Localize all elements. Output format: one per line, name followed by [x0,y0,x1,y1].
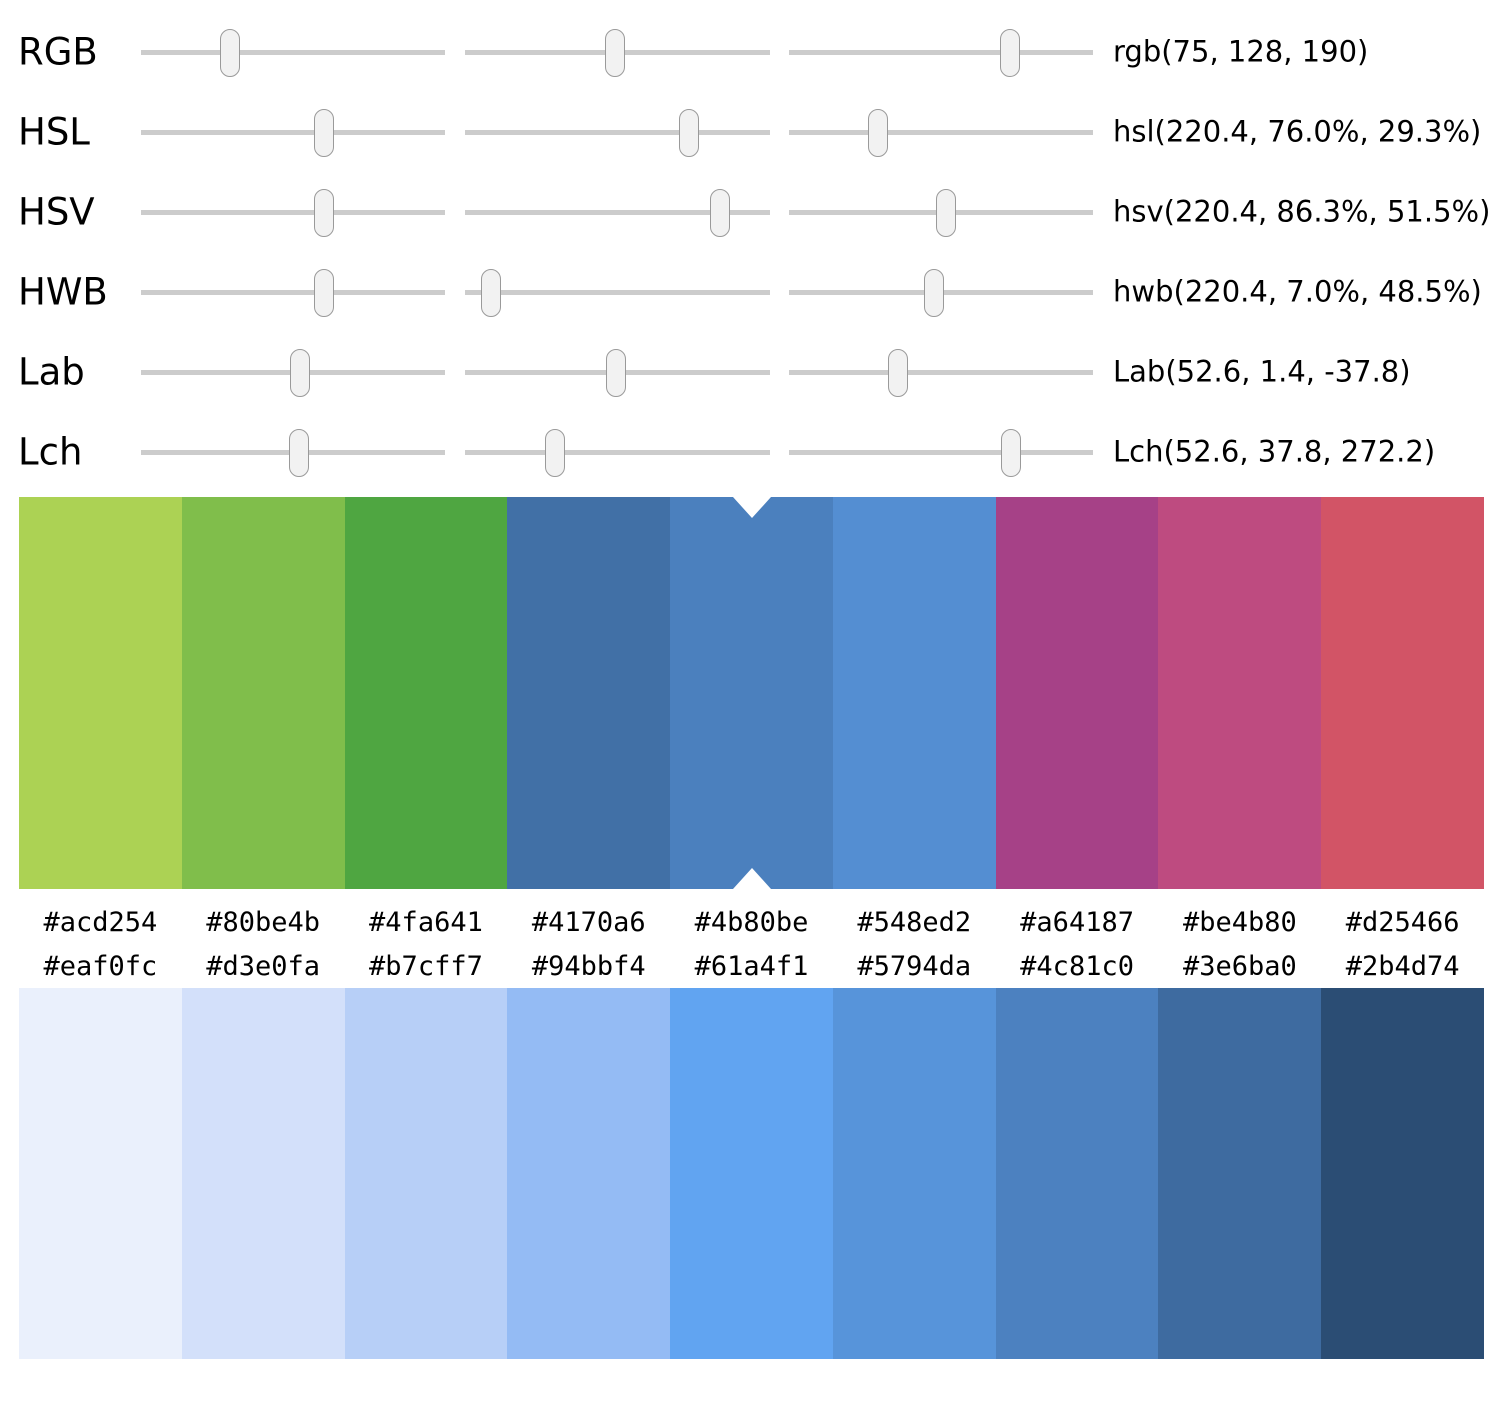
slider-rgb-r[interactable] [141,28,445,77]
slider-row-hsl: HSL hsl(220.4, 76.0%, 29.3%) [0,92,1501,172]
slider-hwb-b[interactable] [789,268,1093,317]
hex-label: #4b80be [694,907,809,938]
slider-thumb-lch-h[interactable] [1000,428,1021,477]
slider-hsl-h[interactable] [141,108,445,157]
hex-label: #a64187 [1020,907,1134,938]
slider-hwb-h[interactable] [141,268,445,317]
slider-rgb-b[interactable] [789,28,1093,77]
hex-label: #acd254 [43,907,158,938]
slider-thumb-hwb-h[interactable] [314,268,334,317]
slider-thumb-hsv-s[interactable] [709,188,730,237]
hex-label: #4c81c0 [1020,951,1134,982]
slider-rgb-g[interactable] [465,28,770,77]
palette-bottom-swatch[interactable] [832,988,996,1359]
mode-label-rgb: RGB [18,30,98,74]
hex-label: #5794da [857,951,972,982]
slider-thumb-hsl-l[interactable] [868,108,889,157]
slider-hwb-w[interactable] [465,268,770,317]
slider-row-rgb: RGB rgb(75, 128, 190) [0,12,1501,92]
slider-lab-L[interactable] [141,348,445,397]
palette-top-swatch[interactable] [344,497,508,889]
palette-top-swatch[interactable] [1158,497,1322,889]
color-model-sliders: RGB rgb(75, 128, 190) HSL hsl(220.4, 76.0%,… [0,0,1501,494]
value-label-lab: Lab(52.6, 1.4, -37.8) [1113,354,1411,389]
slider-hsv-s[interactable] [465,188,770,237]
hex-label: #d3e0fa [206,951,321,982]
slider-thumb-hwb-w[interactable] [481,268,502,317]
hex-label: #b7cff7 [369,951,483,982]
value-label-lch: Lch(52.6, 37.8, 272.2) [1113,434,1436,469]
slider-hsl-l[interactable] [789,108,1093,157]
hex-label: #80be4b [206,907,321,938]
palette-top-swatch[interactable] [1321,497,1485,889]
slider-thumb-rgb-r[interactable] [220,28,241,77]
palette-bottom[interactable] [19,988,1485,1359]
palette-top-swatch[interactable] [670,497,833,889]
slider-thumb-hwb-b[interactable] [924,268,944,317]
slider-thumb-hsv-h[interactable] [314,188,334,237]
mode-label-hwb: HWB [18,270,108,314]
palette-bottom-swatch[interactable] [1158,988,1322,1359]
slider-lch-L[interactable] [141,428,445,477]
palette-bottom-hex-labels: #eaf0fc #d3e0fa #b7cff7 #94bbf4 #61a4f1 #5794… [19,946,1484,988]
palette-top-hex-labels: #acd254 #80be4b #4fa641 #4170a6 #4b80be #548e… [19,902,1484,944]
slider-thumb-hsv-v[interactable] [935,188,956,237]
value-label-hsv: hsv(220.4, 86.3%, 51.5%) [1113,194,1491,229]
hex-label: #2b4d74 [1345,951,1460,982]
hex-label: #d25466 [1345,907,1460,938]
hex-label: #be4b80 [1182,907,1297,938]
value-label-rgb: rgb(75, 128, 190) [1113,34,1369,69]
slider-hsv-v[interactable] [789,188,1093,237]
slider-lab-a[interactable] [465,348,770,397]
slider-thumb-rgb-g[interactable] [605,28,626,77]
palette-bottom-swatch[interactable] [19,988,182,1359]
slider-thumb-lab-L[interactable] [289,348,310,397]
mode-label-lch: Lch [18,430,83,474]
palette-bottom-swatch[interactable] [1321,988,1485,1359]
hex-label: #94bbf4 [531,951,646,982]
slider-row-hsv: HSV hsv(220.4, 86.3%, 51.5%) [0,172,1501,252]
slider-lch-c[interactable] [465,428,770,477]
hex-label: #4fa641 [369,907,483,938]
hex-label: #eaf0fc [43,951,158,982]
palette-top[interactable] [19,497,1485,889]
palette-top-swatch[interactable] [832,497,996,889]
palette-bottom-swatch[interactable] [344,988,508,1359]
selected-marker-down-icon [732,497,771,518]
slider-hsl-s[interactable] [465,108,770,157]
slider-lch-h[interactable] [789,428,1093,477]
hex-label: #61a4f1 [694,951,809,982]
slider-lab-b[interactable] [789,348,1093,397]
hex-label: #4170a6 [531,907,646,938]
mode-label-hsv: HSV [18,190,95,234]
slider-row-hwb: HWB hwb(220.4, 7.0%, 48.5%) [0,252,1501,332]
value-label-hwb: hwb(220.4, 7.0%, 48.5%) [1113,274,1482,309]
slider-thumb-rgb-b[interactable] [1000,28,1020,77]
slider-row-lab: Lab Lab(52.6, 1.4, -37.8) [0,332,1501,412]
slider-thumb-hsl-h[interactable] [314,108,334,157]
slider-hsv-h[interactable] [141,188,445,237]
slider-row-lch: Lch Lch(52.6, 37.8, 272.2) [0,412,1501,492]
palette-top-swatch[interactable] [995,497,1159,889]
palette-top-swatch[interactable] [507,497,671,889]
slider-thumb-lch-c[interactable] [545,428,566,477]
palette-top-swatch[interactable] [181,497,345,889]
palette-bottom-swatch[interactable] [670,988,833,1359]
mode-label-lab: Lab [18,350,85,394]
selected-marker-up-icon [732,868,771,889]
palette-bottom-swatch[interactable] [507,988,671,1359]
palette-bottom-swatch[interactable] [995,988,1159,1359]
hex-label: #548ed2 [857,907,972,938]
value-label-hsl: hsl(220.4, 76.0%, 29.3%) [1113,114,1482,149]
palette-bottom-swatch[interactable] [181,988,345,1359]
slider-thumb-lab-a[interactable] [605,348,626,397]
hex-label: #3e6ba0 [1182,951,1297,982]
palette-top-swatch[interactable] [19,497,182,889]
mode-label-hsl: HSL [18,110,90,154]
slider-thumb-hsl-s[interactable] [678,108,699,157]
slider-thumb-lab-b[interactable] [888,348,909,397]
slider-thumb-lch-L[interactable] [289,428,310,477]
